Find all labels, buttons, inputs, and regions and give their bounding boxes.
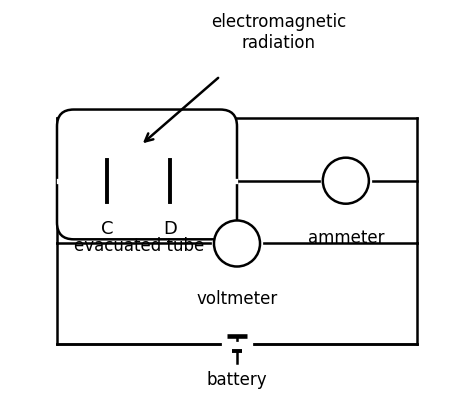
Text: A: A [339, 171, 353, 190]
FancyBboxPatch shape [57, 110, 237, 239]
Text: voltmeter: voltmeter [196, 289, 278, 307]
Text: V: V [230, 234, 244, 253]
Text: evacuated tube: evacuated tube [73, 237, 204, 255]
Circle shape [323, 158, 369, 204]
Circle shape [214, 220, 260, 267]
Text: battery: battery [207, 371, 267, 389]
Text: D: D [163, 220, 177, 239]
Text: electromagnetic
radiation: electromagnetic radiation [211, 13, 346, 52]
Text: C: C [101, 220, 113, 239]
Text: ammeter: ammeter [308, 229, 384, 247]
